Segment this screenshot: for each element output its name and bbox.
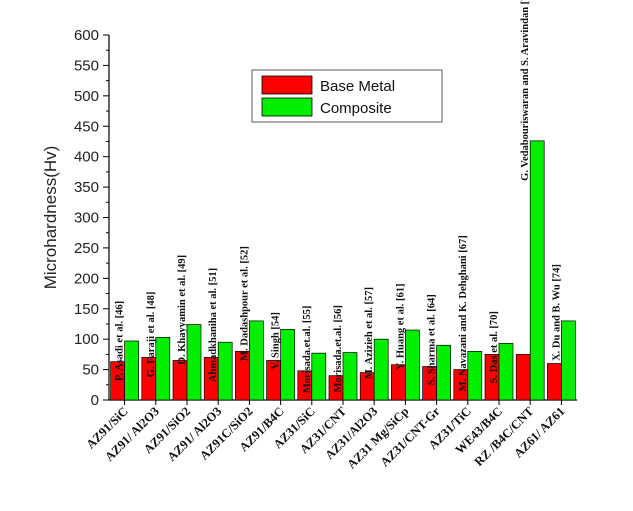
y-tick-label: 150 (74, 301, 99, 318)
bar-composite (467, 350, 483, 401)
bar-composite (249, 320, 264, 401)
y-tick-label: 250 (74, 240, 99, 257)
bar-composite (529, 140, 545, 401)
bar-annotation: D. Khayyamin et al. [49] (177, 255, 188, 365)
bar-composite (405, 329, 420, 401)
y-tick-label: 450 (74, 118, 99, 135)
bar-base-metal (547, 363, 562, 401)
bar-annotation: G. Faraji et al. [48] (146, 292, 157, 378)
bar-annotation: M. Navazani and K. Dehghani [67] (458, 235, 469, 391)
y-tick-label: 400 (74, 149, 99, 166)
bar-annotation: P. Asadi et al. [46] (115, 301, 126, 381)
bar-composite (498, 343, 514, 401)
bar-composite (124, 340, 139, 401)
bar-annotation: M. Azizieh et al. [57] (364, 287, 375, 379)
bar-annotation: S. Das et al. [70] (489, 311, 500, 383)
bar-composite (217, 341, 233, 401)
y-tick-label: 100 (74, 331, 99, 348)
bar-annotation: X. Du and B. Wu [74] (551, 264, 562, 361)
bar-annotation: M. Dadashpour et al. [52] (239, 246, 250, 361)
y-tick-label: 350 (74, 179, 99, 196)
legend-swatch-base-metal (261, 75, 313, 95)
bar-composite (373, 338, 389, 401)
bar-annotation: Y. Huang et al. [61] (395, 283, 406, 370)
bar-annotation: Morisada.et.al. [56] (333, 305, 344, 392)
chart-bars (110, 140, 576, 401)
bar-composite (342, 352, 358, 401)
bar-composite (311, 352, 327, 401)
y-tick-label: 500 (74, 88, 99, 105)
bar-annotation: V. Singh [54] (271, 312, 282, 369)
chart-axes: 0 50 100 150 200 250 300 350 400 450 500 550 600 (74, 27, 577, 409)
y-tick-label: 200 (74, 270, 99, 287)
legend-swatch-composite (261, 97, 313, 117)
y-tick-label: 300 (74, 210, 99, 227)
y-tick-label: 550 (74, 57, 99, 74)
y-tick-label: 50 (82, 362, 99, 379)
y-tick-label: 0 (91, 392, 99, 409)
bar-base-metal (515, 354, 531, 401)
bar-composite (280, 329, 295, 401)
y-axis-label: Microhardness(Hv) (41, 146, 60, 290)
bar-annotation: Morisada.et.al. [55] (302, 306, 313, 393)
bar-composite (561, 320, 576, 401)
bar-composite (436, 344, 451, 401)
bar-annotation: G. Vedabouriswaran and S. Aravindan [71] (520, 0, 531, 181)
bar-annotation: Ahmadkhaniha et al. [51] (208, 268, 219, 382)
bar-composite (186, 324, 202, 401)
y-tick-label: 600 (74, 27, 99, 44)
bar-base-metal (172, 360, 188, 401)
legend: Base Metal Composite (251, 69, 443, 123)
legend-label-base-metal: Base Metal (320, 78, 395, 95)
bar-annotation: S. Sharma et al. [64] (427, 294, 438, 385)
legend-label-composite: Composite (320, 100, 392, 117)
bar-composite (155, 336, 171, 401)
